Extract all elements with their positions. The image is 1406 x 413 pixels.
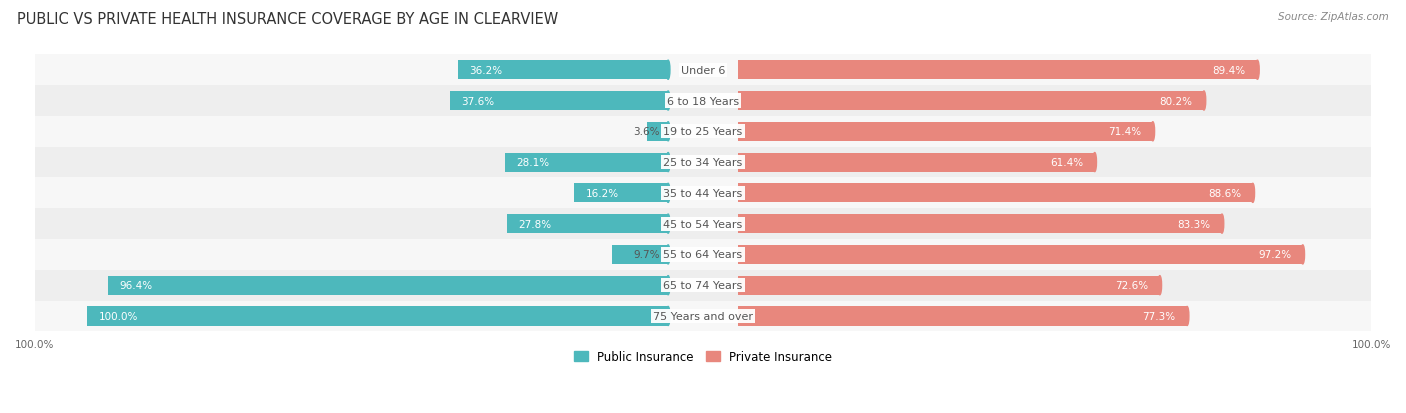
Text: PUBLIC VS PRIVATE HEALTH INSURANCE COVERAGE BY AGE IN CLEARVIEW: PUBLIC VS PRIVATE HEALTH INSURANCE COVER… (17, 12, 558, 27)
Text: 19 to 25 Years: 19 to 25 Years (664, 127, 742, 137)
Text: Under 6: Under 6 (681, 66, 725, 76)
FancyBboxPatch shape (35, 270, 1371, 301)
Bar (738, 153, 1095, 172)
Bar (738, 245, 1303, 264)
Circle shape (666, 153, 669, 172)
Bar (738, 92, 1204, 111)
FancyBboxPatch shape (35, 209, 1371, 240)
Text: 72.6%: 72.6% (1115, 280, 1149, 290)
Text: 9.7%: 9.7% (633, 250, 659, 260)
Bar (108, 276, 668, 295)
Bar (612, 245, 668, 264)
Bar (738, 307, 1187, 326)
Text: 3.6%: 3.6% (633, 127, 659, 137)
Text: 27.8%: 27.8% (519, 219, 551, 229)
Text: 65 to 74 Years: 65 to 74 Years (664, 280, 742, 290)
Text: 96.4%: 96.4% (120, 280, 153, 290)
Text: 6 to 18 Years: 6 to 18 Years (666, 96, 740, 106)
FancyBboxPatch shape (35, 301, 1371, 332)
Text: 71.4%: 71.4% (1108, 127, 1142, 137)
FancyBboxPatch shape (35, 147, 1371, 178)
Circle shape (666, 276, 669, 295)
FancyBboxPatch shape (35, 178, 1371, 209)
Circle shape (666, 92, 669, 111)
Bar (458, 61, 668, 80)
Circle shape (1301, 245, 1305, 264)
Text: 97.2%: 97.2% (1258, 250, 1291, 260)
Circle shape (666, 184, 669, 203)
Text: 25 to 34 Years: 25 to 34 Years (664, 158, 742, 168)
Text: 16.2%: 16.2% (586, 188, 619, 198)
Circle shape (666, 245, 669, 264)
Text: Source: ZipAtlas.com: Source: ZipAtlas.com (1278, 12, 1389, 22)
Circle shape (666, 61, 669, 80)
Circle shape (1152, 122, 1154, 142)
Text: 80.2%: 80.2% (1160, 96, 1192, 106)
Circle shape (1220, 215, 1223, 234)
Circle shape (1092, 153, 1097, 172)
Circle shape (666, 215, 669, 234)
Bar (574, 184, 668, 203)
Bar (738, 215, 1222, 234)
Bar (738, 61, 1257, 80)
Text: 88.6%: 88.6% (1208, 188, 1241, 198)
Bar (87, 307, 668, 326)
FancyBboxPatch shape (35, 116, 1371, 147)
Bar (738, 184, 1253, 203)
FancyBboxPatch shape (35, 240, 1371, 270)
Bar (647, 122, 668, 142)
Text: 35 to 44 Years: 35 to 44 Years (664, 188, 742, 198)
Legend: Public Insurance, Private Insurance: Public Insurance, Private Insurance (569, 346, 837, 368)
Text: 89.4%: 89.4% (1212, 66, 1246, 76)
Circle shape (1185, 307, 1189, 326)
Circle shape (1159, 276, 1161, 295)
Bar (450, 92, 668, 111)
Text: 61.4%: 61.4% (1050, 158, 1083, 168)
Text: 83.3%: 83.3% (1177, 219, 1211, 229)
Text: 100.0%: 100.0% (98, 311, 138, 321)
Bar (506, 215, 668, 234)
Text: 77.3%: 77.3% (1142, 311, 1175, 321)
Bar (505, 153, 668, 172)
FancyBboxPatch shape (35, 86, 1371, 116)
Bar (738, 276, 1160, 295)
Bar (738, 122, 1153, 142)
Circle shape (666, 307, 669, 326)
Circle shape (1251, 184, 1254, 203)
Text: 75 Years and over: 75 Years and over (652, 311, 754, 321)
Circle shape (1256, 61, 1260, 80)
Text: 45 to 54 Years: 45 to 54 Years (664, 219, 742, 229)
Circle shape (1202, 92, 1206, 111)
Text: 37.6%: 37.6% (461, 96, 495, 106)
Text: 28.1%: 28.1% (516, 158, 550, 168)
FancyBboxPatch shape (35, 55, 1371, 86)
Circle shape (666, 122, 669, 142)
Text: 36.2%: 36.2% (470, 66, 502, 76)
Text: 55 to 64 Years: 55 to 64 Years (664, 250, 742, 260)
